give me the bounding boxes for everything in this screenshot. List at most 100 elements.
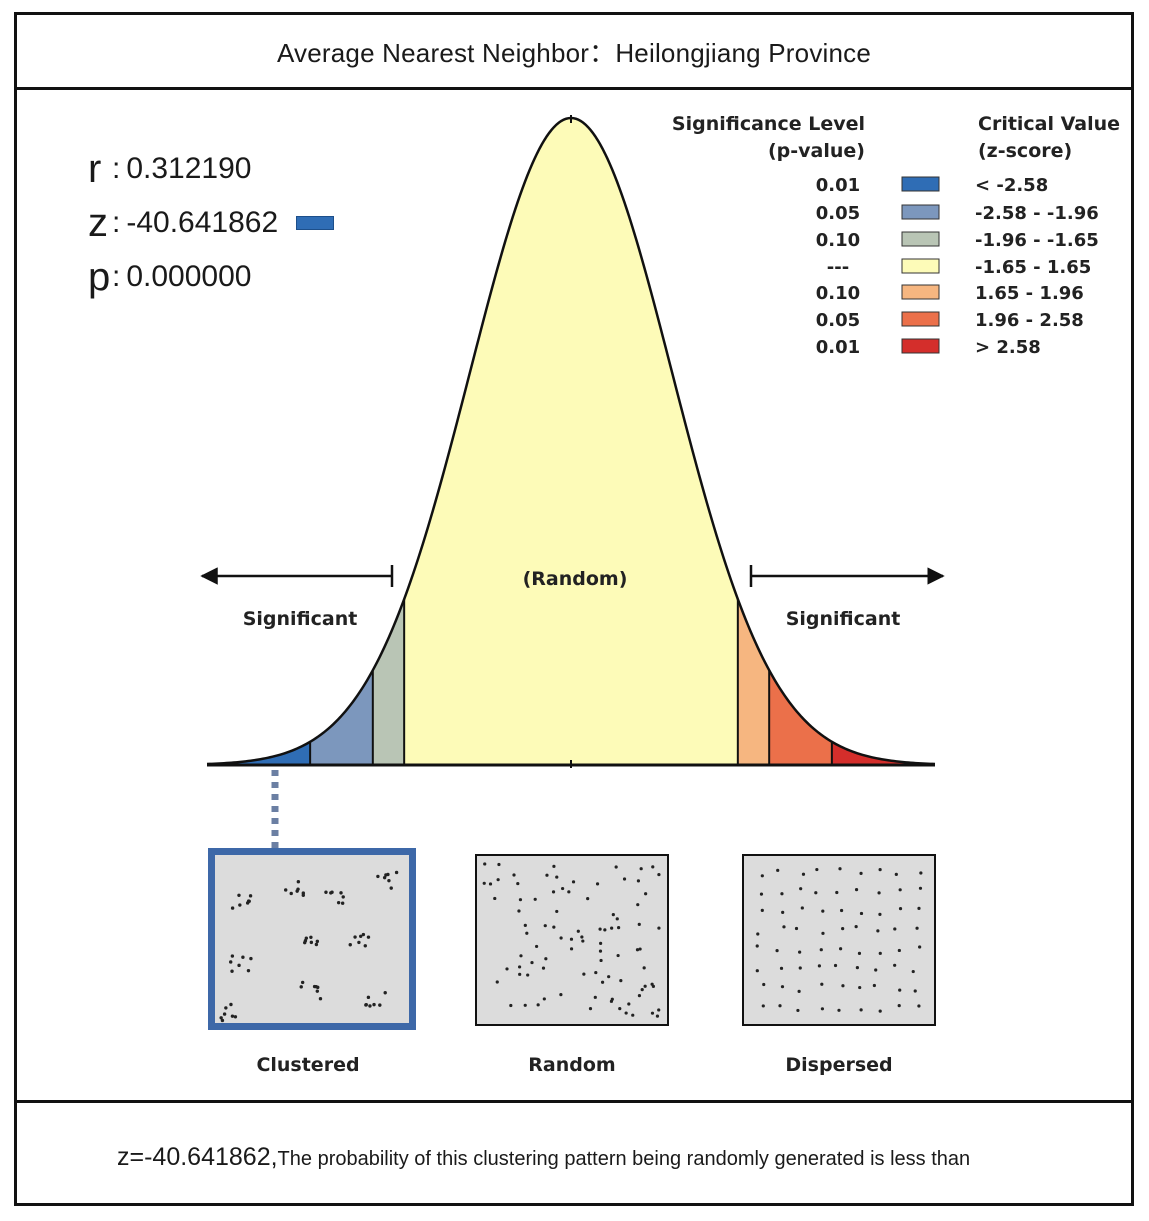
legend-pvalue-2: 0.10 — [816, 230, 860, 251]
center-label: (Random) — [523, 568, 628, 590]
random-point — [619, 979, 623, 983]
footer-sentence: The probability of this clustering patte… — [277, 1148, 971, 1170]
legend-header-zscore: (z-score) — [978, 140, 1072, 162]
clustered-point — [241, 955, 245, 959]
dispersed-point — [814, 891, 818, 895]
clustered-point — [361, 932, 366, 937]
random-point — [610, 926, 614, 930]
random-point — [482, 881, 486, 885]
dispersed-point — [874, 968, 878, 972]
dispersed-point — [898, 888, 902, 892]
random-point — [571, 880, 576, 884]
dispersed-point — [800, 906, 804, 910]
legend-pvalue-3: --- — [827, 257, 849, 278]
random-point — [598, 949, 603, 953]
dispersed-point — [838, 867, 842, 871]
clustered-point — [383, 991, 387, 995]
dispersed-point — [918, 886, 923, 890]
random-point — [617, 926, 621, 930]
random-point — [496, 878, 500, 882]
clustered-point — [245, 901, 250, 905]
legend-swatch-4 — [901, 284, 940, 300]
random-point — [636, 879, 641, 883]
dispersed-point — [878, 912, 882, 916]
clustered-point — [296, 879, 301, 884]
clustered-point — [357, 940, 361, 945]
clustered-point — [229, 960, 233, 964]
clustered-point — [237, 963, 241, 968]
clustered-point — [309, 940, 314, 945]
legend-swatch-0 — [901, 176, 940, 192]
random-point — [582, 972, 586, 976]
random-point — [637, 922, 641, 926]
dispersed-point — [781, 910, 785, 915]
legend-range-3: -1.65 - 1.65 — [975, 257, 1091, 278]
random-point — [569, 937, 574, 941]
dispersed-point — [817, 964, 822, 968]
clustered-point — [364, 1003, 368, 1007]
clustered-point — [368, 1004, 372, 1008]
random-point — [614, 865, 618, 869]
curve-band-2 — [372, 599, 405, 765]
dispersed-point — [854, 888, 859, 892]
dispersed-point — [760, 874, 764, 878]
footer-z-value: z=-40.641862, — [117, 1143, 278, 1171]
legend-range-6: > 2.58 — [975, 337, 1041, 358]
stat-p-value: 0.000000 — [126, 260, 252, 293]
random-point — [650, 1011, 655, 1015]
random-point — [552, 864, 556, 868]
random-point — [616, 953, 620, 958]
random-point — [651, 865, 655, 869]
stat-z-label: z — [88, 200, 108, 245]
dispersed-point — [780, 892, 784, 896]
random-point — [512, 873, 516, 877]
dispersed-point — [854, 925, 858, 929]
stat-z-separator: : — [112, 206, 121, 239]
dispersed-point — [779, 966, 784, 970]
legend-range-4: 1.65 - 1.96 — [975, 283, 1084, 304]
random-point — [603, 928, 607, 932]
dispersed-point — [833, 963, 838, 968]
figure-title: Average Nearest Neighbor：Heilongjiang Pr… — [17, 15, 1131, 90]
dispersed-point — [821, 931, 825, 935]
dispersed-point — [839, 947, 843, 951]
clustered-point — [230, 906, 235, 910]
random-point — [552, 925, 556, 929]
clustered-point — [314, 942, 319, 947]
dispersed-point — [918, 945, 922, 949]
random-point — [640, 987, 644, 992]
random-point — [607, 975, 611, 979]
clustered-point — [387, 878, 391, 883]
random-point — [542, 997, 546, 1001]
dispersed-point — [898, 988, 902, 992]
legend-header-pvalue: (p-value) — [768, 140, 865, 162]
random-point — [519, 954, 523, 958]
random-point — [526, 973, 530, 977]
dispersed-point — [782, 925, 786, 929]
pattern-label-2: Dispersed — [785, 1054, 892, 1076]
dispersed-point — [878, 951, 882, 955]
random-point — [627, 1002, 631, 1006]
random-point — [505, 967, 509, 971]
dispersed-point — [855, 966, 859, 970]
clustered-point — [394, 870, 399, 875]
figure-frame: Average Nearest Neighbor：Heilongjiang Pr… — [14, 12, 1134, 1206]
dispersed-point — [919, 871, 923, 875]
random-point — [650, 982, 654, 986]
clustered-point — [378, 1003, 382, 1007]
dispersed-point — [760, 908, 764, 912]
random-point — [624, 1011, 628, 1015]
random-point — [517, 909, 521, 913]
random-point — [551, 890, 556, 894]
clustered-point — [303, 940, 307, 945]
random-point — [569, 947, 574, 951]
clustered-point — [376, 874, 380, 879]
dispersed-point — [819, 948, 823, 952]
random-point — [530, 960, 534, 965]
dispersed-point — [894, 872, 898, 876]
legend-range-0: < -2.58 — [975, 175, 1048, 196]
random-point — [523, 1003, 527, 1007]
dispersed-point — [893, 963, 897, 967]
dispersed-point — [798, 950, 802, 954]
legend-header-critical: Critical Value — [978, 113, 1120, 135]
